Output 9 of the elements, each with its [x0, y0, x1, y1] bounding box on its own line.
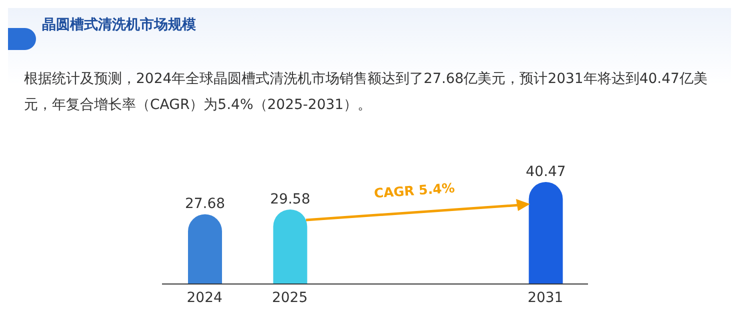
x-tick-label: 2031	[528, 290, 564, 306]
data-label: 40.47	[526, 164, 566, 180]
data-label: 29.58	[270, 191, 310, 208]
chart-subtitle: 根据统计及预测，2024年全球晶圆槽式清洗机市场销售额达到了27.68亿美元，预计2031年将达到40.47亿美元，年复合增长率（CAGR）为5.4%（2025-2031）。	[24, 70, 708, 115]
annotation: CAGR 5.4%	[374, 181, 456, 202]
x-tick-label: 2025	[272, 290, 308, 306]
data-label: 27.68	[184, 196, 226, 212]
chart-title: 晶圆槽式清洗机市场规模	[42, 16, 196, 34]
x-tick-label: 2024	[186, 290, 222, 306]
